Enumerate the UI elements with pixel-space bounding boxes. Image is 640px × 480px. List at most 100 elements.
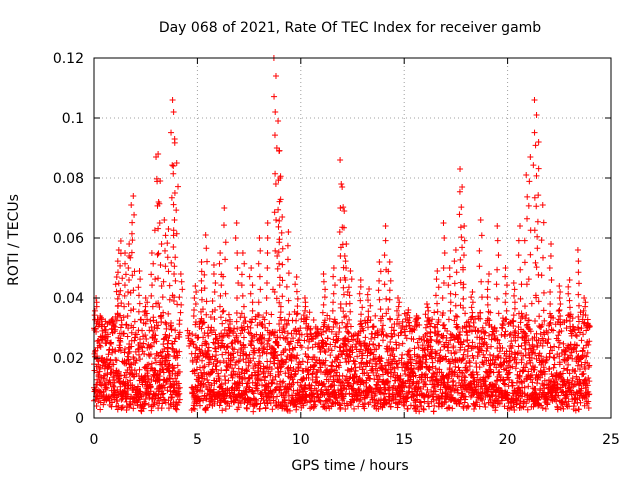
data-point	[431, 309, 438, 316]
data-point	[260, 370, 267, 377]
data-point	[99, 327, 106, 334]
data-point	[232, 362, 239, 369]
data-point	[126, 241, 133, 247]
data-point	[340, 204, 347, 211]
data-point	[176, 384, 183, 391]
data-point	[278, 229, 285, 236]
data-point	[264, 220, 271, 226]
data-point	[142, 332, 149, 339]
data-point	[502, 328, 509, 335]
data-point	[234, 325, 241, 332]
data-point	[114, 269, 121, 276]
data-point	[192, 344, 199, 351]
data-point	[102, 384, 109, 391]
data-point	[199, 357, 206, 364]
data-point	[439, 295, 446, 301]
data-point	[222, 317, 229, 324]
data-point	[139, 344, 146, 351]
data-point	[164, 254, 171, 261]
data-point	[149, 303, 156, 310]
data-point	[565, 290, 572, 297]
data-point	[294, 310, 301, 317]
data-point	[515, 237, 522, 244]
data-point	[244, 366, 251, 373]
data-point	[452, 247, 459, 253]
data-point	[117, 383, 124, 390]
data-point	[339, 319, 346, 326]
data-point	[546, 265, 553, 271]
data-point	[421, 347, 428, 354]
data-point	[219, 334, 226, 341]
data-point	[461, 223, 468, 229]
data-point	[156, 304, 163, 310]
data-point	[101, 365, 108, 372]
data-point	[149, 328, 156, 335]
data-point	[330, 273, 337, 280]
data-point	[511, 299, 518, 306]
data-point	[133, 357, 140, 364]
data-point	[581, 295, 588, 301]
data-point	[277, 309, 284, 316]
data-point	[131, 337, 138, 344]
data-point	[211, 345, 218, 352]
data-point	[125, 356, 132, 363]
data-point	[244, 323, 251, 330]
data-point	[164, 240, 171, 247]
data-point	[198, 277, 205, 284]
data-point	[113, 274, 120, 280]
data-point	[556, 295, 563, 301]
data-point	[124, 353, 131, 360]
data-point	[126, 348, 133, 355]
data-point	[548, 277, 555, 283]
data-point	[526, 178, 533, 185]
data-point	[170, 109, 177, 115]
data-point	[175, 183, 182, 190]
data-point	[163, 333, 170, 340]
data-point	[341, 208, 348, 214]
data-point	[218, 330, 225, 337]
data-point	[483, 347, 490, 354]
data-point	[173, 398, 180, 405]
data-point	[122, 250, 129, 256]
data-point	[242, 367, 249, 374]
data-point	[382, 237, 389, 244]
data-point	[367, 302, 374, 309]
data-point	[110, 361, 117, 368]
data-point	[316, 397, 323, 404]
data-point	[396, 299, 403, 306]
data-point	[460, 403, 467, 410]
data-point	[192, 350, 199, 357]
data-point	[173, 349, 180, 356]
data-point	[532, 318, 539, 325]
data-point	[523, 360, 530, 367]
data-point	[565, 283, 572, 290]
data-point	[219, 308, 226, 315]
data-point	[550, 364, 557, 371]
data-point	[117, 338, 124, 345]
data-point	[108, 326, 115, 333]
data-point	[338, 181, 345, 187]
data-point	[96, 368, 103, 375]
data-point	[246, 273, 253, 280]
data-point	[219, 320, 226, 327]
data-point	[533, 264, 540, 271]
data-point	[268, 311, 275, 318]
data-point	[234, 349, 241, 356]
data-point	[111, 328, 118, 335]
data-point	[178, 278, 185, 285]
data-point	[216, 402, 223, 409]
data-point	[347, 308, 354, 315]
data-point	[386, 315, 393, 322]
data-point	[555, 308, 562, 315]
data-point	[105, 351, 112, 358]
data-point	[191, 406, 198, 413]
data-point	[557, 313, 564, 319]
data-point	[151, 324, 158, 331]
data-point	[130, 405, 137, 412]
data-point	[212, 280, 219, 286]
data-point	[557, 301, 564, 307]
data-point	[210, 262, 217, 268]
data-point	[128, 249, 135, 256]
data-point	[225, 377, 232, 384]
data-point	[122, 389, 129, 396]
